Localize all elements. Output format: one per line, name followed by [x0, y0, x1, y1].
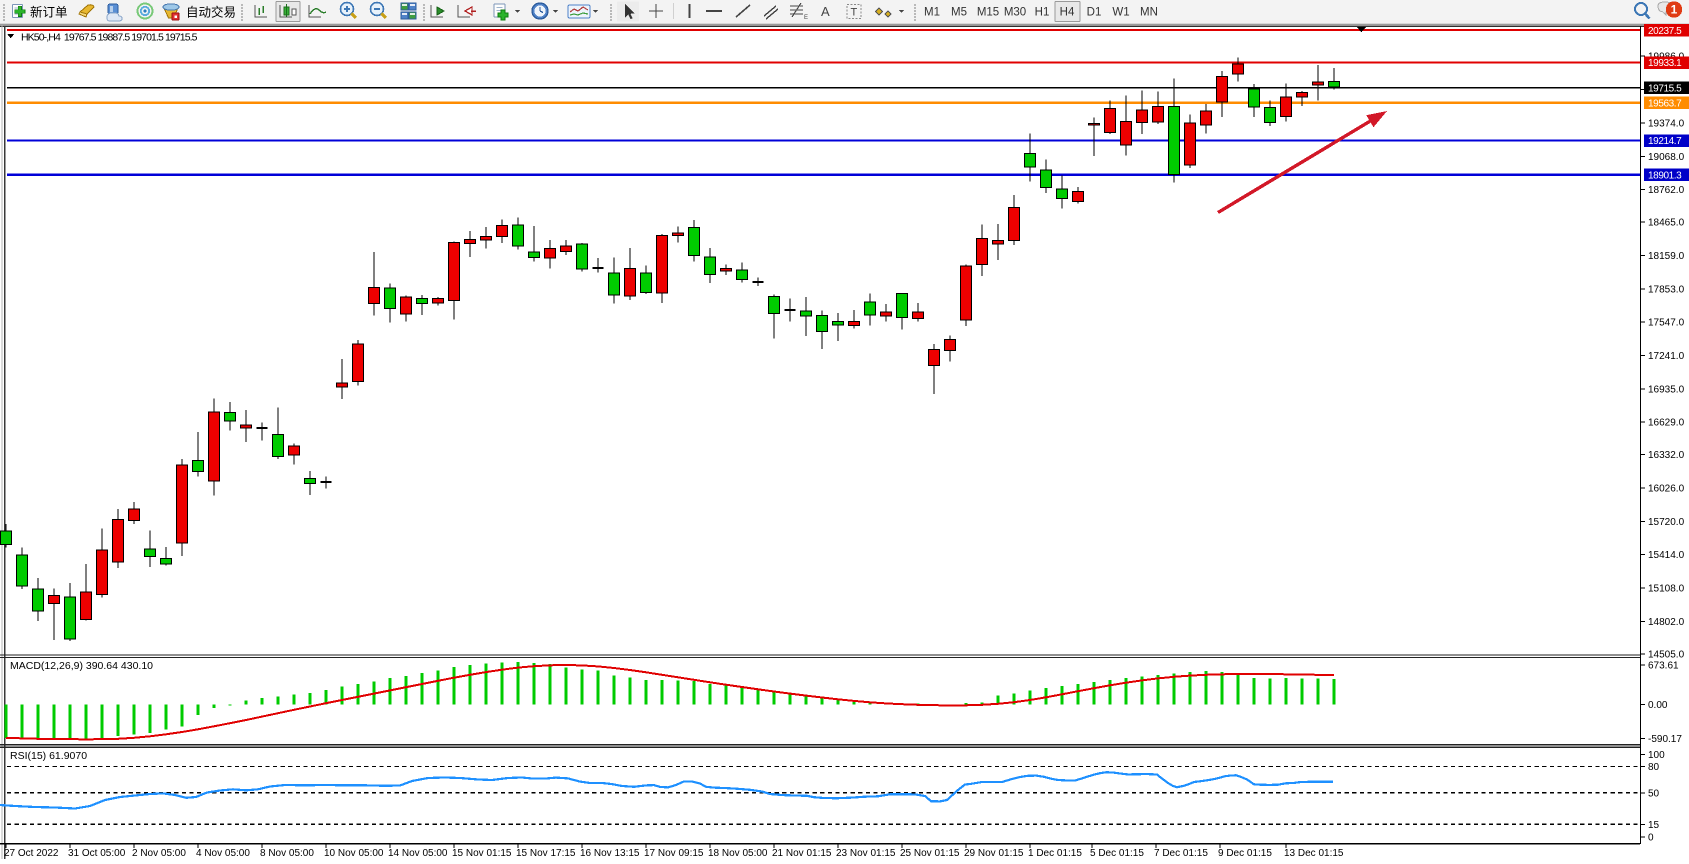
svg-text:W1: W1	[1112, 7, 1129, 19]
svg-text:E: E	[804, 15, 808, 21]
svg-text:80: 80	[1648, 762, 1660, 773]
svg-text:100: 100	[1648, 750, 1665, 761]
svg-text:9 Dec 01:15: 9 Dec 01:15	[1218, 848, 1272, 859]
svg-text:23 Nov 01:15: 23 Nov 01:15	[836, 848, 896, 859]
svg-text:15: 15	[1648, 820, 1660, 831]
svg-text:17853.0: 17853.0	[1648, 284, 1685, 295]
svg-text:14802.0: 14802.0	[1648, 617, 1685, 628]
svg-text:自动交易: 自动交易	[186, 5, 236, 20]
svg-text:16935.0: 16935.0	[1648, 384, 1685, 395]
svg-text:27 Oct 2022: 27 Oct 2022	[4, 848, 59, 859]
svg-text:25 Nov 01:15: 25 Nov 01:15	[900, 848, 960, 859]
svg-text:19715.5: 19715.5	[1648, 83, 1682, 94]
svg-text:19214.7: 19214.7	[1648, 136, 1682, 147]
svg-text:19374.0: 19374.0	[1648, 118, 1685, 129]
svg-text:18465.0: 18465.0	[1648, 218, 1685, 229]
svg-text:18159.0: 18159.0	[1648, 251, 1685, 262]
svg-text:50: 50	[1648, 788, 1660, 799]
svg-text:H1: H1	[1035, 7, 1050, 19]
svg-text:5 Dec 01:15: 5 Dec 01:15	[1090, 848, 1144, 859]
svg-text:HK50-,H4 19767.5 19887.5 1970: HK50-,H4 19767.5 19887.5 19701.5 19715.5	[21, 31, 198, 43]
svg-text:19933.1: 19933.1	[1648, 58, 1682, 69]
svg-text:MN: MN	[1140, 7, 1158, 19]
svg-text:19563.7: 19563.7	[1648, 98, 1682, 109]
svg-text:16 Nov 13:15: 16 Nov 13:15	[580, 848, 640, 859]
svg-text:1 Dec 01:15: 1 Dec 01:15	[1028, 848, 1082, 859]
svg-text:M5: M5	[951, 7, 967, 19]
svg-text:10 Nov 05:00: 10 Nov 05:00	[324, 848, 384, 859]
svg-text:17547.0: 17547.0	[1648, 318, 1685, 329]
svg-text:-590.17: -590.17	[1648, 734, 1682, 745]
svg-text:H4: H4	[1060, 7, 1075, 19]
svg-text:673.61: 673.61	[1648, 660, 1679, 671]
svg-text:15108.0: 15108.0	[1648, 584, 1685, 595]
svg-text:7 Dec 01:15: 7 Dec 01:15	[1154, 848, 1208, 859]
svg-text:A: A	[821, 4, 830, 19]
svg-text:4 Nov 05:00: 4 Nov 05:00	[196, 848, 250, 859]
svg-text:8 Nov 05:00: 8 Nov 05:00	[260, 848, 314, 859]
svg-text:13 Dec 01:15: 13 Dec 01:15	[1284, 848, 1344, 859]
svg-text:29 Nov 01:15: 29 Nov 01:15	[964, 848, 1024, 859]
svg-text:14 Nov 05:00: 14 Nov 05:00	[388, 848, 448, 859]
svg-text:0.00: 0.00	[1648, 700, 1668, 711]
svg-text:17241.0: 17241.0	[1648, 351, 1685, 362]
svg-text:18762.0: 18762.0	[1648, 185, 1685, 196]
svg-text:15 Nov 17:15: 15 Nov 17:15	[516, 848, 576, 859]
svg-text:0: 0	[1648, 832, 1654, 843]
svg-text:18 Nov 05:00: 18 Nov 05:00	[708, 848, 768, 859]
svg-text:15720.0: 15720.0	[1648, 517, 1685, 528]
svg-text:16332.0: 16332.0	[1648, 450, 1685, 461]
svg-text:1: 1	[1671, 3, 1678, 17]
svg-text:20237.5: 20237.5	[1648, 26, 1682, 37]
svg-text:15414.0: 15414.0	[1648, 550, 1685, 561]
svg-text:D1: D1	[1087, 7, 1102, 19]
svg-text:15 Nov 01:15: 15 Nov 01:15	[452, 848, 512, 859]
svg-text:2 Nov 05:00: 2 Nov 05:00	[132, 848, 186, 859]
svg-text:M30: M30	[1004, 7, 1026, 19]
svg-text:18901.3: 18901.3	[1648, 170, 1682, 181]
svg-text:19068.0: 19068.0	[1648, 152, 1685, 163]
svg-text:MACD(12,26,9) 390.64 430.10: MACD(12,26,9) 390.64 430.10	[10, 660, 153, 672]
svg-text:16026.0: 16026.0	[1648, 483, 1685, 494]
svg-text:M15: M15	[977, 7, 999, 19]
svg-text:新订单: 新订单	[30, 5, 68, 20]
svg-text:17 Nov 09:15: 17 Nov 09:15	[644, 848, 704, 859]
svg-text:21 Nov 01:15: 21 Nov 01:15	[772, 848, 832, 859]
svg-text:RSI(15) 61.9070: RSI(15) 61.9070	[10, 750, 87, 762]
svg-text:M1: M1	[924, 7, 940, 19]
svg-text:14505.0: 14505.0	[1648, 649, 1685, 660]
svg-text:31 Oct 05:00: 31 Oct 05:00	[68, 848, 126, 859]
svg-text:16629.0: 16629.0	[1648, 418, 1685, 429]
svg-text:T: T	[851, 7, 858, 19]
